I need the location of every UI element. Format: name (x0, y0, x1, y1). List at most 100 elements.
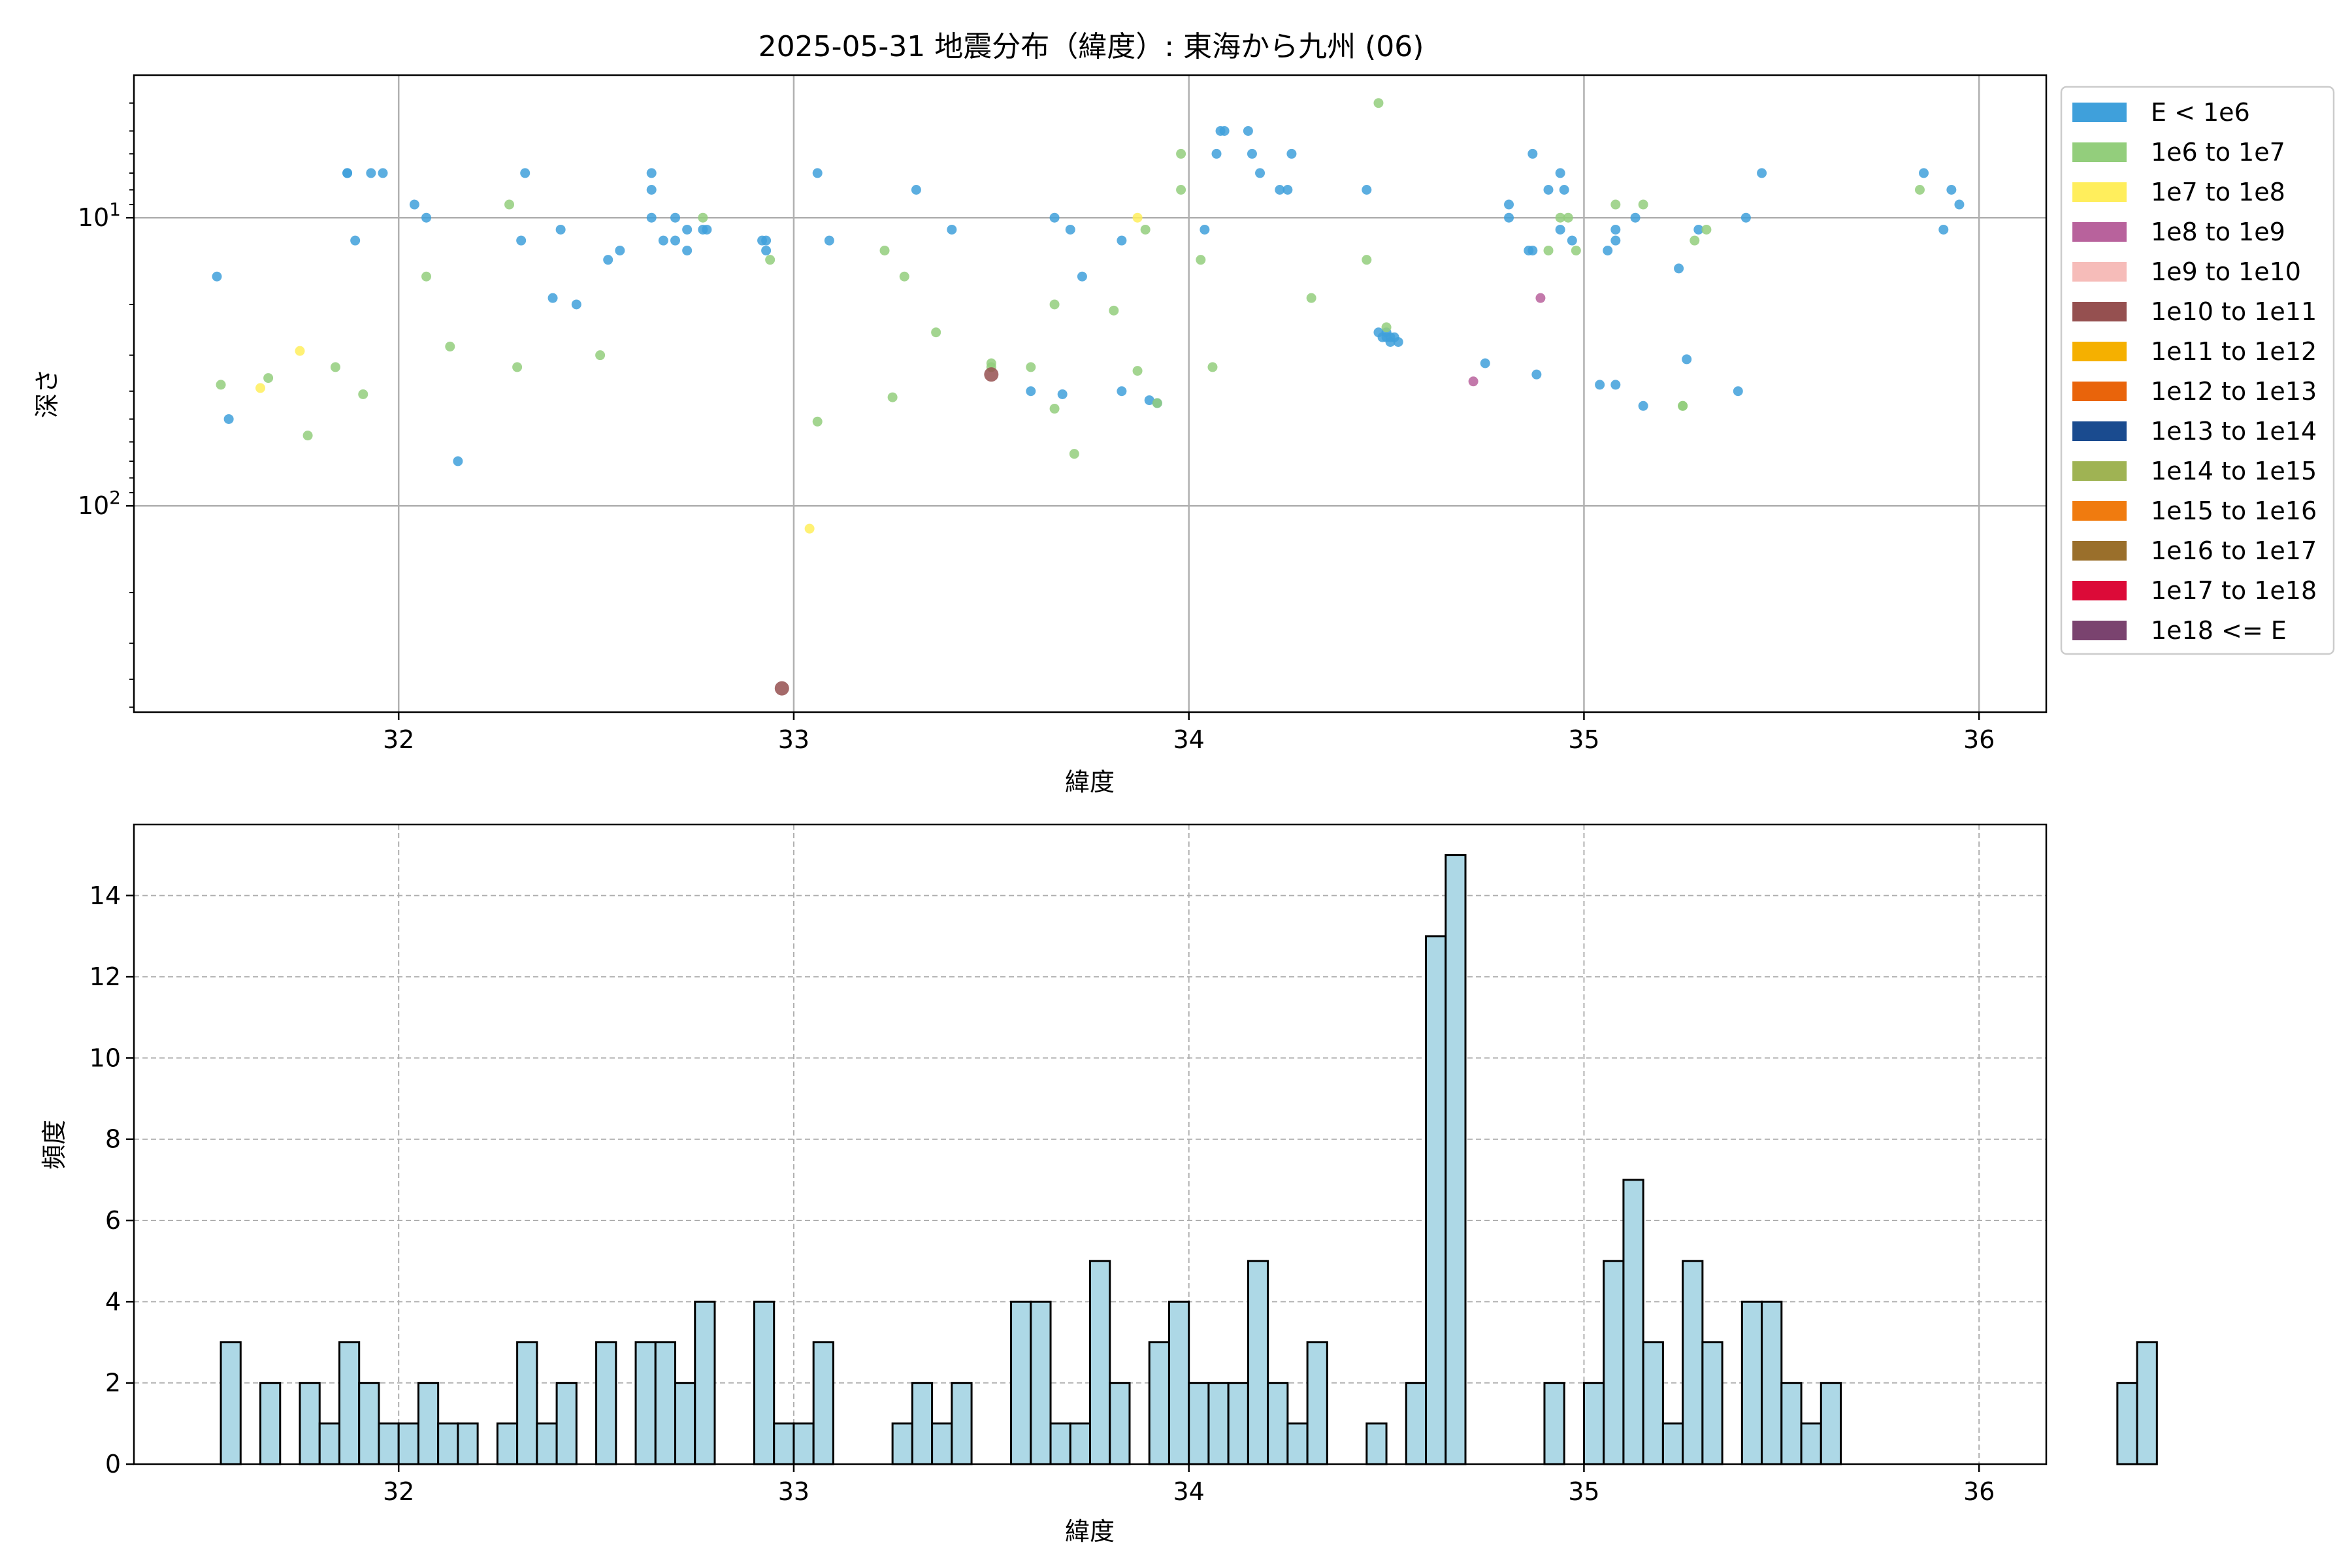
scatter-points (212, 98, 1965, 696)
scatter-x-tick-label: 32 (383, 725, 414, 754)
scatter-point (571, 299, 581, 310)
scatter-point (658, 235, 668, 246)
scatter-point (1610, 235, 1621, 246)
histogram-bar (1286, 1422, 1309, 1465)
histogram-bar (951, 1382, 973, 1465)
scatter-point (445, 341, 455, 351)
scatter-point (682, 224, 693, 235)
scatter-point (342, 168, 353, 178)
scatter-point (1938, 224, 1949, 235)
histogram-bar (1227, 1382, 1249, 1465)
scatter-point (302, 431, 313, 441)
histogram-bar (773, 1422, 795, 1465)
scatter-point (516, 235, 527, 246)
scatter-point (1282, 184, 1293, 195)
scatter-point (1480, 358, 1490, 368)
scatter-point (1610, 224, 1621, 235)
scatter-point (520, 168, 531, 178)
histogram-bar (1010, 1300, 1032, 1465)
scatter-point (812, 168, 823, 178)
histogram-x-axis-label: 緯度 (1065, 1517, 1115, 1546)
scatter-point (453, 456, 463, 466)
histogram-bar (891, 1422, 913, 1465)
scatter-point (1682, 354, 1692, 365)
legend-label: 1e15 to 1e16 (2151, 497, 2317, 525)
histogram-y-tick-label: 2 (105, 1369, 121, 1397)
scatter-x-tick-label: 33 (778, 725, 809, 754)
scatter-point (1026, 362, 1036, 372)
histogram-bar (496, 1422, 519, 1465)
scatter-point (1200, 224, 1210, 235)
legend-swatch (2072, 342, 2127, 361)
scatter-point (1385, 332, 1396, 342)
histogram-bar (931, 1422, 953, 1465)
scatter-point (1603, 245, 1613, 255)
legend-label: 1e13 to 1e14 (2151, 417, 2317, 446)
histogram-bar (437, 1422, 459, 1465)
scatter-point (761, 245, 772, 255)
scatter-point (1535, 293, 1546, 303)
scatter-point (1176, 148, 1186, 159)
scatter-point (1140, 224, 1151, 235)
histogram-bar (1445, 854, 1467, 1465)
scatter-point (1255, 168, 1266, 178)
histogram-bar (1740, 1300, 1763, 1465)
histogram-bar (1820, 1382, 1842, 1465)
histogram-bars (220, 854, 2158, 1465)
scatter-panel: 32 33 34 35 36 101 102 緯度 深さ (33, 74, 2048, 796)
legend-label: 1e8 to 1e9 (2151, 218, 2285, 246)
histogram-bar (654, 1341, 677, 1465)
histogram-bar (358, 1382, 380, 1465)
legend-swatch (2072, 103, 2127, 122)
scatter-point (1207, 362, 1218, 372)
scatter-point (223, 414, 234, 424)
scatter-point (1247, 148, 1257, 159)
scatter-point (409, 199, 419, 210)
scatter-point (1701, 224, 1712, 235)
scatter-point (1132, 366, 1143, 376)
legend-swatch (2072, 262, 2127, 282)
scatter-point (1563, 212, 1573, 223)
histogram-bar (338, 1341, 361, 1465)
histogram-bar (1306, 1341, 1328, 1465)
legend-label: 1e9 to 1e10 (2151, 257, 2301, 286)
histogram-x-tick-label: 34 (1173, 1477, 1205, 1506)
scatter-point (1919, 168, 1929, 178)
histogram-ticks: 32 33 34 35 36 0 2 4 6 8 10 12 14 (90, 881, 1995, 1506)
scatter-point (1196, 255, 1206, 265)
histogram-bar (1543, 1382, 1565, 1465)
histogram-bar (1049, 1422, 1071, 1465)
legend-swatch (2072, 142, 2127, 162)
figure-title: 2025-05-31 地震分布（緯度）: 東海から九州 (06) (759, 30, 1424, 63)
scatter-point (504, 199, 515, 210)
histogram-bar (378, 1422, 400, 1465)
scatter-point (1373, 98, 1384, 108)
legend-label: 1e11 to 1e12 (2151, 337, 2317, 366)
scatter-point (774, 681, 789, 696)
scatter-point (887, 392, 898, 402)
legend-label: 1e6 to 1e7 (2151, 138, 2285, 167)
legend-swatch (2072, 581, 2127, 600)
scatter-point (421, 271, 432, 282)
scatter-point (1286, 148, 1297, 159)
scatter-point (1219, 125, 1230, 136)
scatter-point (1211, 148, 1222, 159)
histogram-x-tick-label: 32 (383, 1477, 414, 1506)
scatter-point (1504, 199, 1514, 210)
histogram-bar (555, 1382, 578, 1465)
scatter-point (1243, 125, 1253, 136)
histogram-bar (299, 1382, 321, 1465)
histogram-y-tick-label: 4 (105, 1287, 121, 1316)
scatter-point (255, 383, 266, 393)
scatter-point (1690, 235, 1700, 246)
scatter-point (1132, 212, 1143, 223)
scatter-point (366, 168, 376, 178)
scatter-point (378, 168, 388, 178)
histogram-bar (2136, 1341, 2158, 1465)
scatter-point (899, 271, 909, 282)
scatter-point (1674, 263, 1684, 274)
scatter-point (330, 362, 340, 372)
histogram-bar (812, 1341, 834, 1465)
scatter-point (358, 389, 368, 399)
histogram-bar (1109, 1382, 1131, 1465)
